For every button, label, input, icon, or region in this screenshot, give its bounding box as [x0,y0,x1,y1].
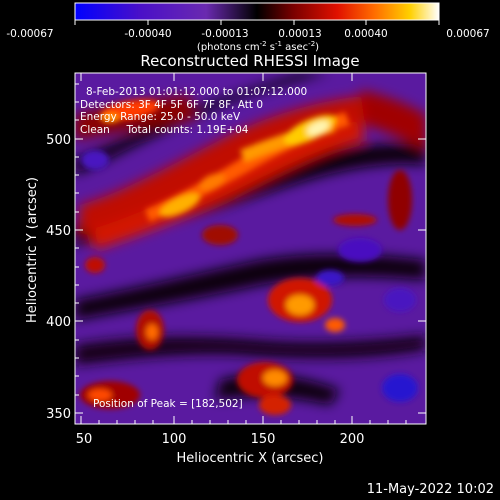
y-tick-label: 450 [46,224,71,239]
y-axis-label: Heliocentric Y (arcsec) [25,177,40,323]
colorbar: -0.00067 -0.00040 -0.00013 0.00013 0.000… [6,2,490,53]
annotation-detectors: Detectors: 3F 4F 5F 6F 7F 8F, Att 0 [80,99,263,111]
colorbar-tick-marks [74,20,440,25]
annotation-energy-range: Energy Range: 25.0 - 50.0 keV [80,111,241,123]
y-tick-label: 400 [46,315,71,330]
colorbar-units: (photons cm-2 s-1 asec-2) [197,40,319,53]
annotation-peak-position: Position of Peak = [182,502] [93,398,243,410]
footer-timestamp: 11-May-2022 10:02 [366,482,494,497]
x-tick-label: 150 [251,432,276,447]
colorbar-gradient [74,2,440,21]
y-tick-label: 500 [46,133,71,148]
plot-title: Reconstructed RHESSI Image [140,52,360,70]
annotation-clean-counts: Clean Total counts: 1.19E+04 [80,124,249,136]
annotation-time-range: 8-Feb-2013 01:01:12.000 to 01:07:12.000 [86,86,307,98]
y-axis-ticks [75,83,426,414]
x-axis-ticks [80,73,407,424]
colorbar-tick-label: -0.00067 [6,28,53,40]
x-tick-label: 200 [340,432,365,447]
colorbar-tick-label: 0.00040 [344,28,387,40]
y-tick-label: 350 [46,407,71,422]
x-tick-label: 50 [76,432,93,447]
colorbar-tick-label: 0.00013 [278,28,321,40]
x-tick-label: 100 [162,432,187,447]
colorbar-tick-label: 0.00067 [446,28,489,40]
colorbar-tick-label: -0.00013 [201,28,248,40]
solar-image [75,73,426,424]
x-axis-label: Heliocentric X (arcsec) [177,451,324,466]
colorbar-tick-label: -0.00040 [124,28,171,40]
